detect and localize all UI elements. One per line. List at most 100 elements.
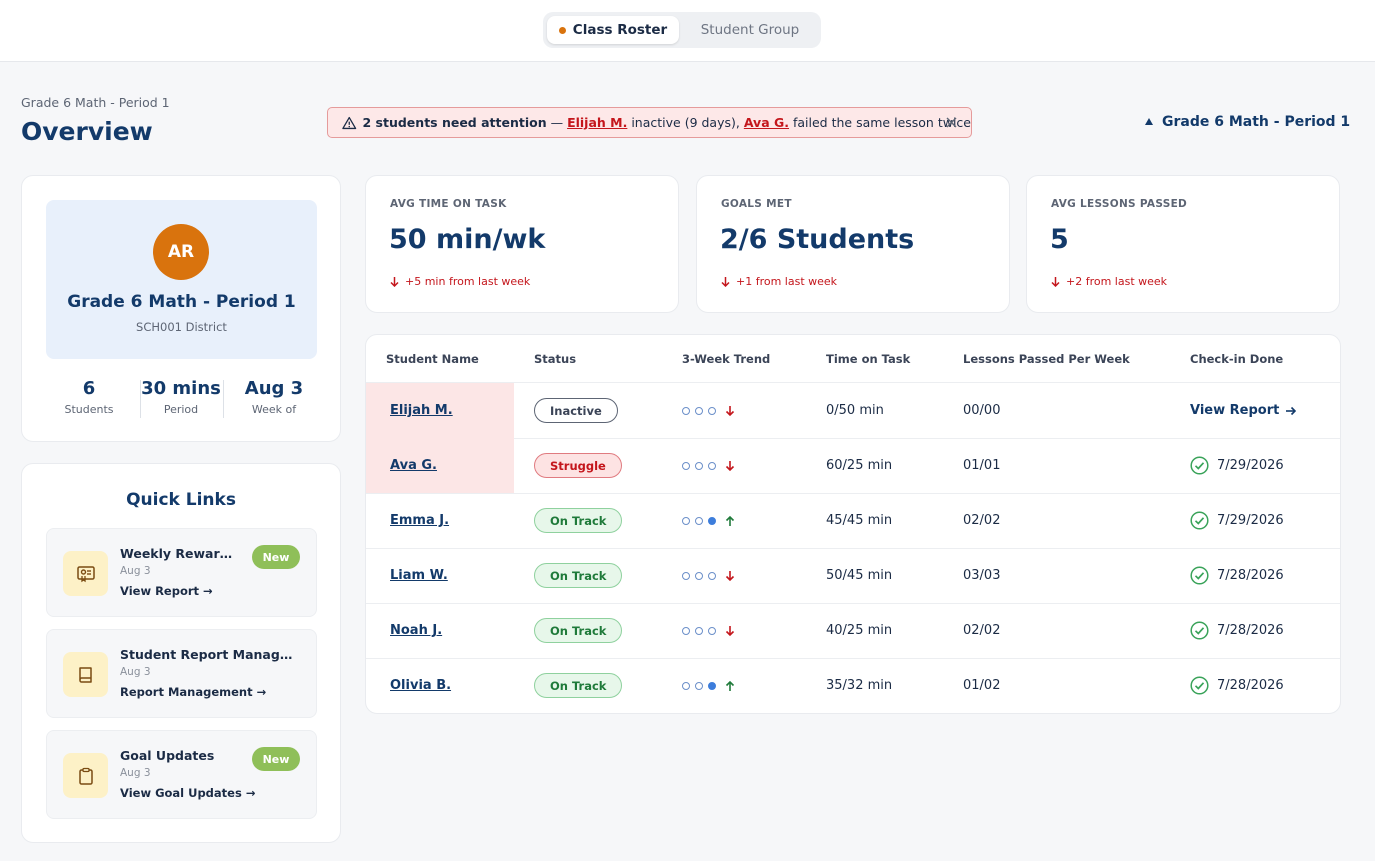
time-on-task-cell: 45/45 min — [826, 513, 893, 528]
stat-period: 30 mins Period — [136, 378, 226, 416]
arrow-up-icon — [725, 680, 735, 691]
arrow-down-icon — [1051, 277, 1060, 287]
view-switcher: Class Roster Student Group — [543, 12, 821, 48]
stat-value: 6 — [82, 378, 96, 399]
metric-label: GOALS MET — [721, 198, 792, 210]
check-circle-icon — [1190, 621, 1209, 640]
metric-value: 5 — [1050, 224, 1069, 255]
attention-highlight — [366, 438, 514, 493]
status-cell: On Track — [534, 548, 623, 603]
student-name-cell: Noah J. — [390, 603, 442, 658]
status-cell: On Track — [534, 493, 623, 548]
new-badge: New — [252, 747, 300, 771]
status-badge: On Track — [534, 618, 623, 643]
student-name-cell: Ava G. — [390, 438, 437, 493]
time-on-task-cell: 35/32 min — [826, 678, 893, 693]
trend-dot-icon — [708, 461, 716, 470]
alert-student-link[interactable]: Elijah M. — [567, 115, 628, 130]
quick-link-weekly-reward[interactable]: Weekly Reward R... Aug 3 View Report → N… — [46, 528, 317, 617]
report-management-link[interactable]: Report Management → — [120, 685, 267, 699]
alert-text: failed the same lesson twice — [789, 115, 971, 130]
quick-link-goal-updates[interactable]: Goal Updates Aug 3 View Goal Updates → N… — [46, 730, 317, 819]
new-badge: New — [252, 545, 300, 569]
stat-label: Students — [64, 403, 114, 416]
table-row[interactable]: Elijah M. Inactive 0/50 min 00/00 View Repor… — [366, 383, 1340, 438]
trend-dot-icon — [695, 626, 703, 635]
arrow-down-icon — [721, 277, 730, 287]
trend-dot-icon — [682, 461, 690, 470]
quick-links-title: Quick Links — [126, 490, 236, 510]
table-row[interactable]: Emma J. On Track 45/45 min 02/02 7/29/2026 — [366, 493, 1340, 548]
check-circle-icon — [1190, 676, 1209, 695]
class-selector[interactable]: Grade 6 Math - Period 1 — [1145, 114, 1350, 130]
trend-dot-icon — [682, 626, 690, 635]
active-dot-icon — [558, 26, 566, 34]
stat-week-of: Aug 3 Week of — [229, 378, 319, 416]
arrow-down-icon — [725, 625, 735, 636]
alert-lead: 2 students need attention — [362, 115, 547, 130]
student-name-link[interactable]: Ava G. — [390, 458, 437, 473]
quick-link-title: Goal Updates — [120, 748, 215, 763]
tab-class-roster[interactable]: Class Roster — [547, 16, 679, 44]
view-report-link[interactable]: View Report → — [120, 584, 213, 598]
view-goal-updates-link[interactable]: View Goal Updates → — [120, 786, 256, 800]
column-header: Student Name — [386, 352, 479, 366]
check-circle-icon — [1190, 511, 1209, 530]
stat-label: Period — [163, 403, 199, 416]
trend-dot-icon — [682, 516, 690, 525]
class-name: Grade 6 Math - Period 1 — [67, 292, 296, 312]
table-row[interactable]: Liam W. On Track 50/45 min 03/03 7/28/2026 — [366, 548, 1340, 603]
alert-student-link[interactable]: Ava G. — [743, 115, 790, 130]
trend-cell — [682, 383, 735, 438]
breadcrumb: Grade 6 Math - Period 1 — [21, 95, 170, 110]
time-on-task-cell: 50/45 min — [826, 568, 893, 583]
table-row[interactable]: Ava G. Struggle 60/25 min 01/01 7/29/2026 — [366, 438, 1340, 493]
arrow-down-icon — [725, 405, 735, 416]
divider — [366, 438, 1340, 439]
lessons-passed-cell: 01/02 — [963, 678, 1001, 693]
metric-delta: +5 min from last week — [390, 275, 530, 288]
time-on-task-cell: 0/50 min — [826, 403, 884, 418]
divider — [223, 380, 224, 418]
close-icon[interactable] — [944, 115, 959, 130]
check-circle-icon — [1190, 566, 1209, 585]
view-report-link[interactable]: View Report — [1190, 403, 1297, 418]
trend-dot-icon — [708, 516, 716, 525]
check-circle-icon — [1190, 456, 1209, 475]
divider — [366, 382, 1340, 383]
alert-text: inactive (9 days), — [627, 115, 744, 130]
trend-dot-icon — [682, 571, 690, 580]
tab-student-group[interactable]: Student Group — [685, 16, 815, 44]
student-name-link[interactable]: Elijah M. — [390, 403, 453, 418]
metric-delta-text: +2 from last week — [1066, 275, 1168, 288]
quick-link-student-report[interactable]: Student Report Managem... Aug 3 Report M… — [46, 629, 317, 718]
quick-link-date: Aug 3 — [120, 565, 151, 577]
column-header: 3-Week Trend — [682, 352, 771, 366]
metric-value: 2/6 Students — [720, 224, 915, 255]
checkin-date: 7/28/2026 — [1217, 678, 1284, 693]
table-row[interactable]: Olivia B. On Track 35/32 min 01/02 7/28/2026 — [366, 658, 1340, 713]
table-row[interactable]: Noah J. On Track 40/25 min 02/02 7/28/2026 — [366, 603, 1340, 658]
class-selector-label: Grade 6 Math - Period 1 — [1162, 114, 1351, 130]
student-name-link[interactable]: Emma J. — [390, 513, 450, 528]
student-name-cell: Olivia B. — [390, 658, 451, 713]
trend-cell — [682, 548, 735, 603]
time-on-task-cell: 40/25 min — [826, 623, 893, 638]
student-name-link[interactable]: Olivia B. — [390, 678, 452, 693]
trend-dot-icon — [708, 571, 716, 580]
certificate-icon — [63, 551, 108, 596]
trend-dot-icon — [695, 406, 703, 415]
quick-link-title: Student Report Managem... — [120, 647, 300, 662]
class-profile-banner: AR Grade 6 Math - Period 1 SCH001 Distri… — [46, 200, 317, 359]
student-name-link[interactable]: Noah J. — [390, 623, 443, 638]
trend-cell — [682, 658, 735, 713]
trend-cell — [682, 603, 735, 658]
checkin-cell: 7/28/2026 — [1190, 603, 1284, 658]
lessons-passed-cell: 01/01 — [963, 458, 1001, 473]
arrow-down-icon — [390, 277, 399, 287]
trend-dot-icon — [708, 406, 716, 415]
status-badge: On Track — [534, 673, 623, 698]
student-name-cell: Emma J. — [390, 493, 449, 548]
page-title: Overview — [21, 117, 153, 146]
student-name-link[interactable]: Liam W. — [390, 568, 448, 583]
